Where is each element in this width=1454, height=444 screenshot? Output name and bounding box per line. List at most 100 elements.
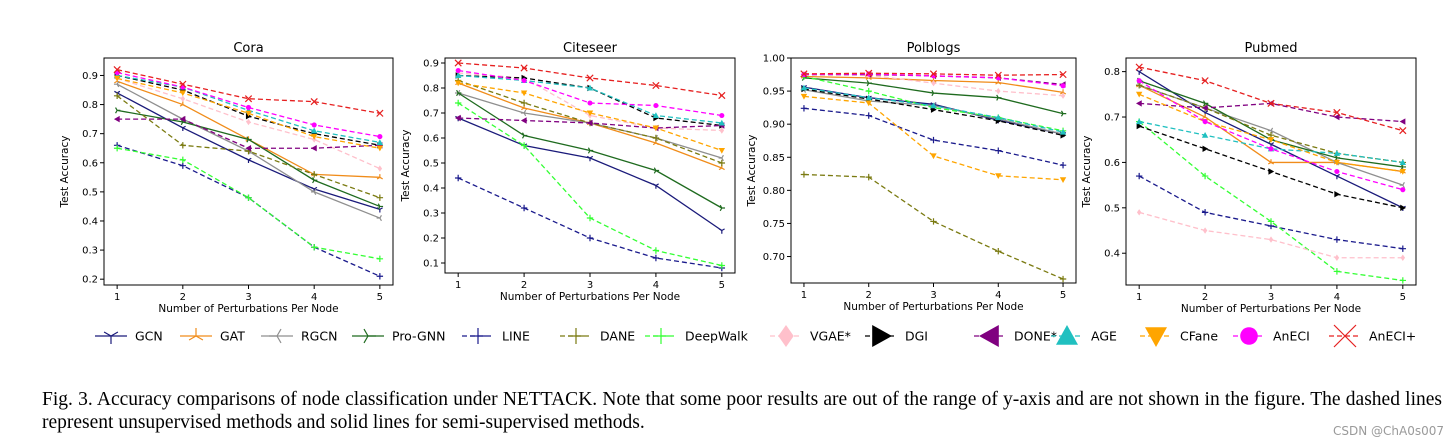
x-axis-label: Number of Perturbations Per Node xyxy=(1181,303,1361,315)
series-line xyxy=(116,144,381,277)
data-point xyxy=(1399,118,1406,125)
series-dane xyxy=(800,171,1067,283)
data-point xyxy=(865,94,872,101)
data-point xyxy=(245,104,252,111)
data-point xyxy=(454,59,462,67)
legend-label: DGI xyxy=(905,329,928,344)
legend-entry-vgae-: VGAE* xyxy=(770,325,851,347)
data-point xyxy=(994,71,1002,79)
legend-entry-done-: DONE* xyxy=(974,325,1057,347)
data-point xyxy=(377,203,384,210)
series-aneci xyxy=(114,69,383,140)
x-tick-label: 4 xyxy=(1334,292,1340,303)
series-line xyxy=(1139,120,1403,164)
data-point xyxy=(1136,122,1143,130)
data-point xyxy=(652,134,660,142)
legend-marker xyxy=(269,328,282,344)
data-point xyxy=(1135,118,1143,125)
series-aneci- xyxy=(113,66,384,117)
data-point xyxy=(800,84,808,91)
data-point xyxy=(1268,168,1275,175)
data-point xyxy=(930,218,937,225)
legend: GCN GAT RGCN Pro-GNN LINE DANE DeepWalk VGAE* DG… xyxy=(95,324,1416,348)
y-tick-label: 0.2 xyxy=(82,275,98,286)
x-tick-label: 4 xyxy=(995,290,1001,301)
legend-label: GAT xyxy=(220,329,245,344)
data-point xyxy=(1333,113,1340,121)
series-cfane xyxy=(113,75,384,152)
data-point xyxy=(718,159,726,167)
data-point xyxy=(931,79,936,87)
data-point xyxy=(245,157,252,164)
series-deepwalk xyxy=(1135,118,1407,284)
data-point xyxy=(180,95,186,102)
series-line xyxy=(116,69,380,114)
data-point xyxy=(865,69,873,77)
data-point xyxy=(312,177,318,184)
legend-entry-aneci-: AnECI+ xyxy=(1329,324,1416,348)
data-point xyxy=(455,67,461,74)
data-point xyxy=(996,87,1001,95)
x-tick-label: 5 xyxy=(719,280,725,291)
chart-panel-cora: Cora 0.2 0.3 0.4 0.5 0.6 0.7 0.8 0.9 1 2 3 4 5 Number … xyxy=(59,41,394,315)
data-point xyxy=(1333,159,1341,166)
data-point xyxy=(113,145,121,152)
data-point xyxy=(456,89,462,97)
y-tick-label: 0.7 xyxy=(82,129,98,140)
series-line xyxy=(803,107,1064,166)
data-point xyxy=(311,122,317,128)
legend-entry-aneci: AnECI xyxy=(1233,327,1310,345)
data-point xyxy=(454,72,462,79)
data-point xyxy=(179,90,187,97)
chart-panel-citeseer: Citeseer 0.1 0.2 0.3 0.4 0.5 0.6 0.7 0.8 0.9 1 2 3 4 5… xyxy=(400,41,736,303)
data-point xyxy=(1399,168,1407,175)
data-point xyxy=(865,173,872,181)
data-point xyxy=(1268,236,1274,243)
y-tick-label: 0.4 xyxy=(423,184,439,195)
series-line xyxy=(458,72,722,132)
legend-entry-rgcn: RGCN xyxy=(261,329,337,344)
legend-marker xyxy=(103,331,119,344)
data-point xyxy=(1400,254,1406,261)
data-point xyxy=(1333,150,1341,156)
data-point xyxy=(653,102,659,109)
data-point xyxy=(1267,218,1275,225)
legend-entry-pro-gnn: Pro-GNN xyxy=(352,329,445,344)
legend-marker xyxy=(1240,327,1258,345)
data-point xyxy=(652,112,660,119)
data-point xyxy=(995,75,1001,81)
chart-title: Cora xyxy=(233,41,263,56)
data-point xyxy=(930,136,937,144)
data-point xyxy=(1202,100,1209,107)
legend-label: DANE xyxy=(600,329,635,344)
y-axis-label: Test Accuracy xyxy=(746,135,758,208)
legend-label: AGE xyxy=(1091,329,1117,344)
x-axis-label: Number of Perturbations Per Node xyxy=(158,303,338,315)
legend-label: AnECI xyxy=(1273,329,1310,344)
series-gat xyxy=(1136,82,1406,174)
data-point xyxy=(377,134,383,140)
data-point xyxy=(520,204,528,212)
legend-label: DeepWalk xyxy=(685,329,749,344)
data-point xyxy=(800,171,808,178)
data-point xyxy=(1201,172,1209,180)
legend-entry-cfane: CFane xyxy=(1140,327,1218,347)
data-point xyxy=(1060,110,1067,117)
data-point xyxy=(1059,128,1067,135)
data-point xyxy=(1267,159,1275,165)
y-tick-label: 0.1 xyxy=(423,259,439,270)
x-tick-label: 2 xyxy=(521,280,527,291)
legend-marker xyxy=(872,325,892,347)
data-point xyxy=(1399,127,1407,135)
data-point xyxy=(719,127,725,134)
data-point xyxy=(800,105,808,112)
data-point xyxy=(1136,69,1143,75)
data-point xyxy=(930,102,937,109)
data-point xyxy=(113,66,121,74)
y-tick-label: 1.00 xyxy=(763,54,785,65)
data-point xyxy=(521,132,528,139)
data-point xyxy=(1399,277,1407,284)
data-point xyxy=(1333,173,1340,180)
y-tick-label: 0.8 xyxy=(1104,67,1120,78)
data-point xyxy=(930,153,937,160)
